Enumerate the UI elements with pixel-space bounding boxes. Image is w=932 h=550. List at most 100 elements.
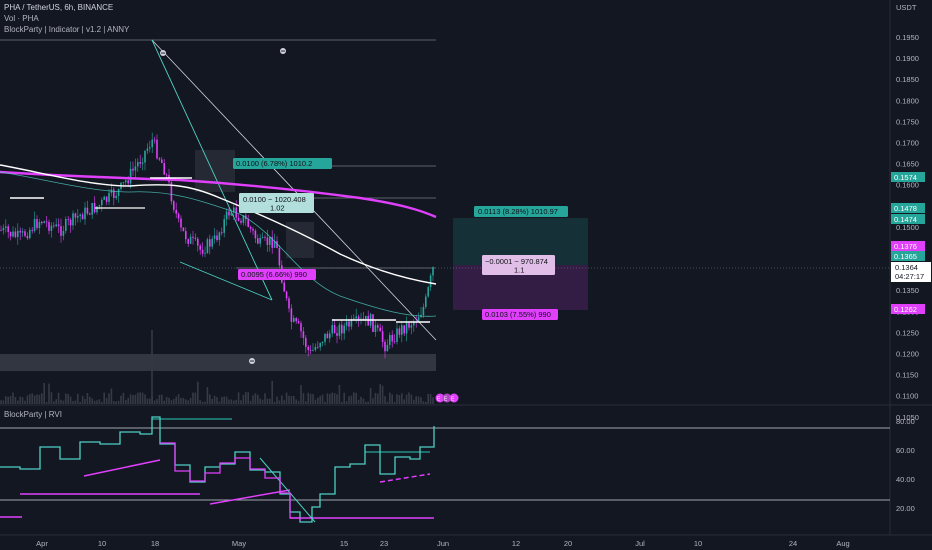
volume-bar <box>122 392 125 404</box>
time-tick: Apr <box>36 539 48 548</box>
candle-body <box>353 318 355 320</box>
candle-body <box>134 166 137 171</box>
price-tick: 0.1050 <box>896 413 919 422</box>
candle-body <box>242 215 245 223</box>
rvi-legend[interactable]: BlockParty | RVI <box>4 410 62 419</box>
candle-body <box>187 239 189 244</box>
candle-body <box>348 321 350 327</box>
volume-bar <box>331 392 333 404</box>
volume-bar <box>86 392 89 404</box>
order-block-1[interactable] <box>195 150 235 192</box>
indicator-legend[interactable]: BlockParty | Indicator | v1.2 | ANNY <box>4 25 130 34</box>
volume-bar <box>341 401 343 404</box>
candle-body <box>317 346 319 348</box>
annotation-lower-pill[interactable]: 0.0095 (6.66%) 990 <box>238 269 316 280</box>
price-tag <box>891 241 925 251</box>
rvi-trendline <box>259 457 316 523</box>
volume-bar <box>317 397 319 404</box>
candle-body <box>247 219 249 227</box>
candle-body <box>103 196 105 200</box>
candle-body <box>403 325 405 334</box>
volume-bar <box>314 399 317 404</box>
volume-bar <box>141 392 144 404</box>
candle-body <box>357 316 360 320</box>
price-tag <box>891 304 925 314</box>
volume-bar <box>89 396 91 404</box>
volume-bar <box>410 394 413 404</box>
candle-body <box>271 237 273 248</box>
volume-bar <box>281 395 283 404</box>
position-top-label[interactable]: 0.0113 (8.28%) 1010.97 <box>474 206 568 217</box>
annotation-target-top[interactable]: 0.0100 (6.78%) 1010.2 <box>233 158 332 169</box>
candle-body <box>122 182 125 183</box>
support-zone[interactable] <box>0 354 436 371</box>
volume-bar <box>259 398 261 404</box>
candle-body <box>240 220 242 223</box>
volume-bar <box>271 380 273 404</box>
volume-bar <box>321 394 324 404</box>
symbol-legend[interactable]: PHA / TetherUS, 6h, BINANCE <box>4 3 114 12</box>
volume-bar <box>221 397 223 404</box>
candle-body <box>17 230 19 238</box>
volume-bar <box>309 393 312 404</box>
svg-text:1.1: 1.1 <box>514 266 524 275</box>
candle-body <box>98 205 101 207</box>
volume-bar <box>283 400 285 404</box>
candle-body <box>55 224 57 227</box>
candle-body <box>288 298 290 309</box>
candle-body <box>341 324 343 334</box>
candle-body <box>266 237 269 245</box>
volume-bar <box>149 398 151 404</box>
volume-bar <box>17 400 19 404</box>
candle-body <box>261 237 264 238</box>
candle-body <box>89 213 91 215</box>
volume-legend[interactable]: Vol · PHA <box>4 14 39 23</box>
trendline-teal[interactable] <box>151 39 273 301</box>
time-tick: 10 <box>694 539 702 548</box>
candle-body <box>113 189 115 198</box>
skull-icon <box>249 358 255 364</box>
position-mid-label[interactable]: −0.0001 ~ 970.874 1.1 <box>482 255 555 275</box>
price-tag-label: 0.1376 <box>894 242 917 251</box>
volume-bar <box>235 399 237 404</box>
order-block-2[interactable] <box>286 222 314 258</box>
time-axis[interactable]: Apr 10 18 May 15 23 Jun 12 20 Jul 10 24 Aug <box>36 539 850 548</box>
ma-line-magenta[interactable] <box>0 170 437 219</box>
volume-bar <box>386 401 389 404</box>
volume-bar <box>213 395 216 404</box>
skull-icon <box>280 48 286 54</box>
volume-bar <box>69 396 72 404</box>
annotation-mid-box[interactable]: 0.0100 ~ 1020.408 1.02 <box>239 193 314 213</box>
price-axis[interactable]: 0.1950 0.1900 0.1850 0.1800 0.1750 0.1700 0.16… <box>896 33 919 422</box>
candle-body <box>425 296 427 307</box>
candle-body <box>69 219 72 226</box>
candle-body <box>413 321 415 326</box>
rvi-line[interactable] <box>0 416 435 523</box>
volume-bar <box>129 394 132 404</box>
rvi-axis[interactable]: 80.00 60.00 40.00 20.00 <box>896 417 915 513</box>
volume-bar <box>173 399 175 404</box>
event-icons[interactable]: E E E <box>435 393 459 403</box>
candle-body <box>319 343 321 348</box>
volume-bar <box>211 398 213 404</box>
ma-line-white[interactable] <box>0 164 437 285</box>
candle-body <box>374 325 377 332</box>
ma-line-teal[interactable] <box>0 171 437 317</box>
position-bottom-label[interactable]: 0.0103 (7.55%) 990 <box>482 309 558 320</box>
svg-text:0.0103 (7.55%) 990: 0.0103 (7.55%) 990 <box>485 310 551 319</box>
volume-bar <box>269 398 271 404</box>
rvi-divergence-line <box>379 473 431 483</box>
candle-body <box>237 217 240 221</box>
candle-body <box>324 333 326 342</box>
channel-line[interactable] <box>179 261 273 301</box>
candle-body <box>257 238 259 244</box>
volume-bar <box>353 392 355 404</box>
volume-bar <box>350 395 353 404</box>
candle-body <box>96 206 98 213</box>
candle-body <box>33 218 36 231</box>
price-tick: 0.1750 <box>896 117 919 126</box>
price-tick: 0.1200 <box>896 350 919 359</box>
price-tick: 0.1800 <box>896 96 919 105</box>
rvi-line-bear[interactable] <box>160 442 301 521</box>
